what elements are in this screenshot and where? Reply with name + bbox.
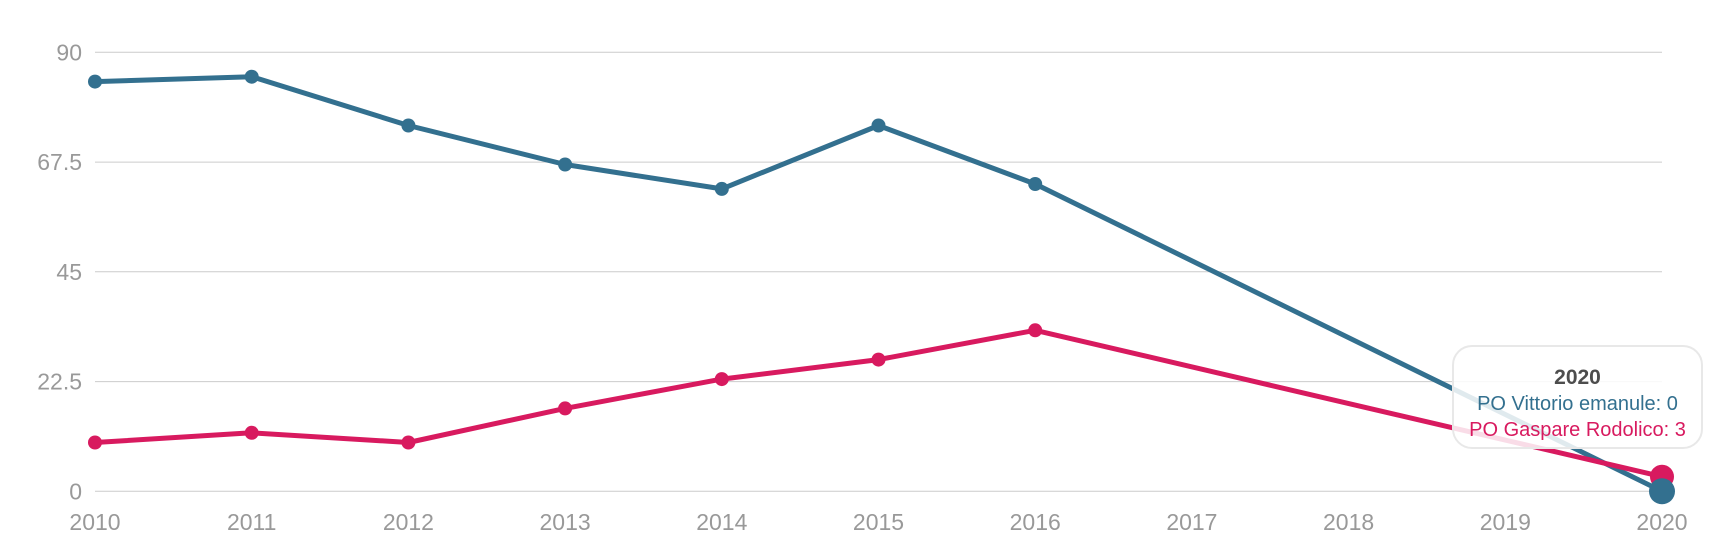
y-axis-tick-label: 0 [69, 478, 82, 504]
series-line-vittorio[interactable] [92, 74, 1665, 494]
x-axis-tick-label: 2015 [853, 509, 904, 535]
data-point-hovered[interactable] [1649, 478, 1675, 505]
data-point[interactable] [244, 425, 259, 440]
x-axis-tick-label: 2018 [1323, 509, 1374, 535]
y-axis-tick-label: 67.5 [37, 149, 82, 175]
y-axis-tick-label: 90 [56, 39, 82, 65]
data-point[interactable] [1028, 323, 1043, 338]
data-point[interactable] [714, 181, 729, 196]
data-point[interactable] [401, 118, 416, 133]
x-axis-tick-label: 2020 [1636, 509, 1687, 535]
x-axis-tick-label: 2011 [227, 509, 276, 535]
y-axis-tick-label: 45 [56, 259, 82, 285]
data-point[interactable] [244, 69, 259, 84]
x-axis-tick-label: 2016 [1010, 509, 1061, 535]
data-point[interactable] [871, 118, 886, 133]
data-point[interactable] [88, 74, 102, 89]
x-axis-tick-label: 2010 [69, 509, 120, 535]
x-axis-tick-label: 2017 [1166, 509, 1217, 535]
data-point[interactable] [1028, 177, 1043, 191]
y-axis-tick-label: 22.5 [37, 369, 82, 395]
data-point[interactable] [871, 352, 886, 367]
x-axis-tick-label: 2013 [540, 509, 591, 535]
data-point[interactable] [401, 435, 416, 450]
x-axis-tick-label: 2012 [383, 509, 434, 535]
tooltip-series-vittorio: PO Vittorio emanule: 0 [1477, 393, 1678, 415]
data-point[interactable] [558, 157, 573, 172]
series-line-gaspare[interactable] [92, 327, 1665, 480]
tooltip-series-gaspare: PO Gaspare Rodolico: 3 [1469, 419, 1686, 441]
chart-tooltip: 2020 PO Vittorio emanule: 0 PO Gaspare R… [1452, 345, 1703, 449]
x-axis-tick-label: 2019 [1480, 509, 1531, 535]
data-point[interactable] [558, 401, 573, 416]
data-point[interactable] [714, 372, 729, 387]
x-axis-tick-label: 2014 [696, 509, 747, 535]
tooltip-title: 2020 [1554, 366, 1601, 389]
data-point[interactable] [88, 435, 102, 450]
